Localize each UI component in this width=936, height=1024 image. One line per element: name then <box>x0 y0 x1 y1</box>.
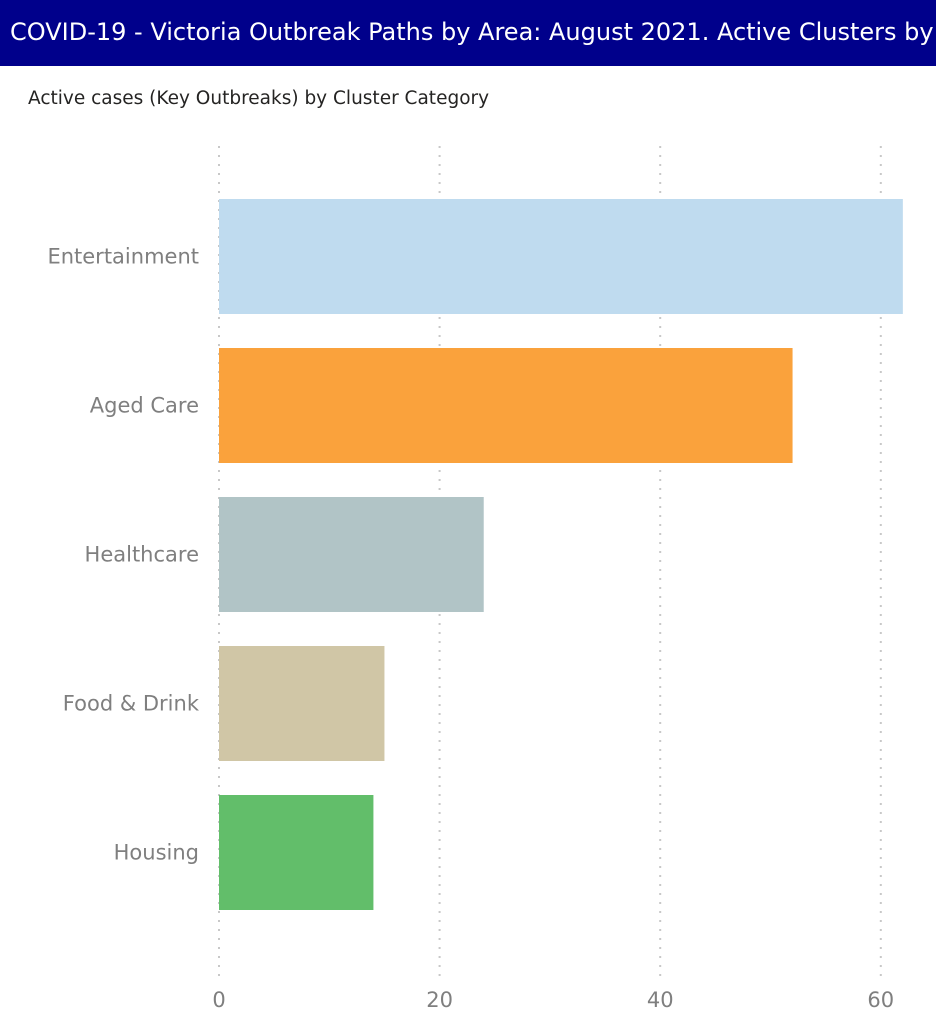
bar-housing[interactable] <box>219 795 374 910</box>
chart-title: Active cases (Key Outbreaks) by Cluster … <box>28 88 490 109</box>
category-label: Aged Care <box>90 394 199 418</box>
category-label: Housing <box>114 841 199 865</box>
x-tick-label: 20 <box>426 988 453 1012</box>
category-labels: Entertainment Aged Care Healthcare Food & D… <box>47 245 199 865</box>
x-tick-label: 0 <box>212 988 225 1012</box>
bar-healthcare[interactable] <box>219 497 484 612</box>
bar-food-drink[interactable] <box>219 646 385 761</box>
bar-entertainment[interactable] <box>219 199 903 314</box>
category-label: Healthcare <box>85 543 199 567</box>
x-axis-tick-labels: 0 20 40 60 <box>212 988 894 1012</box>
category-label: Food & Drink <box>63 692 200 716</box>
page-title: COVID-19 - Victoria Outbreak Paths by Ar… <box>10 18 936 46</box>
category-label: Entertainment <box>47 245 199 269</box>
title-bar: COVID-19 - Victoria Outbreak Paths by Ar… <box>0 0 936 66</box>
x-tick-label: 60 <box>867 988 894 1012</box>
bars <box>219 199 903 910</box>
x-tick-label: 40 <box>647 988 674 1012</box>
bar-aged-care[interactable] <box>219 348 793 463</box>
